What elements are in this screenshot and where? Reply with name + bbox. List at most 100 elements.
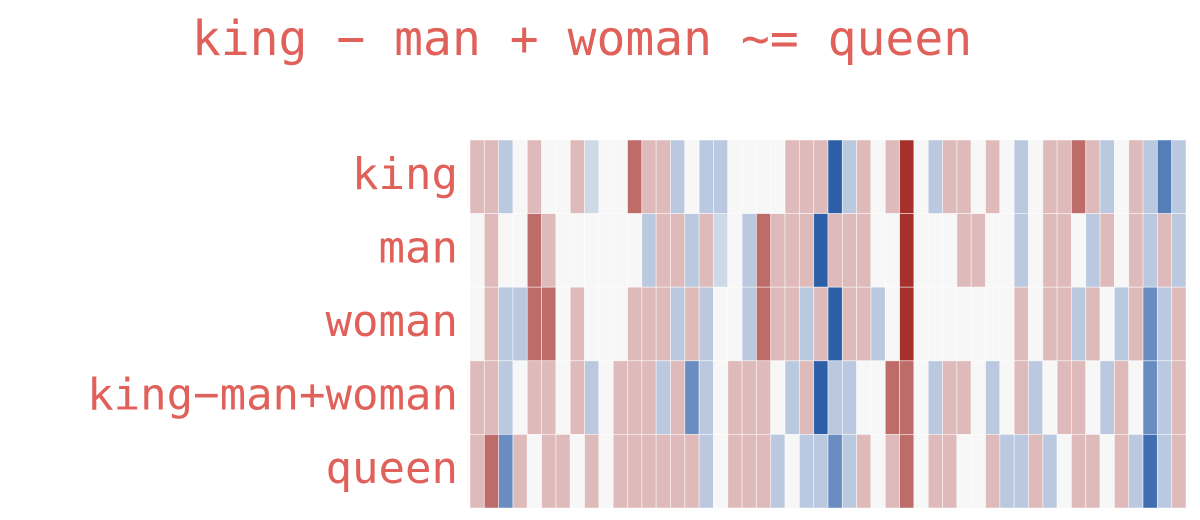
heat-cell [1142, 213, 1158, 288]
heat-cell [1013, 213, 1029, 288]
heat-cell [1085, 360, 1101, 435]
heat-cell [1142, 360, 1158, 435]
heat-cell [655, 286, 671, 362]
heat-cell [1156, 286, 1173, 362]
heat-cell [641, 139, 657, 214]
heat-cell [627, 433, 643, 509]
heat-cell [684, 213, 700, 288]
heat-cell [1056, 213, 1072, 288]
heat-cell [970, 433, 986, 509]
heat-cell [1071, 213, 1087, 288]
heat-cell [827, 139, 843, 214]
heat-cell [856, 139, 872, 214]
heat-cell [670, 213, 686, 288]
heat-cell [884, 139, 901, 214]
heat-cell [756, 433, 772, 509]
heat-cell [555, 360, 571, 435]
heat-cell [999, 139, 1015, 214]
heat-cell [827, 213, 843, 288]
heat-cell [713, 286, 729, 362]
heat-cell [942, 360, 958, 435]
heat-cell [784, 213, 800, 288]
heat-cell [1056, 433, 1072, 509]
heat-cell [756, 286, 772, 362]
heat-cell [1085, 433, 1101, 509]
heat-cell [913, 433, 929, 509]
heat-cell [483, 286, 500, 362]
heat-cell [1171, 360, 1187, 435]
heat-cell [1099, 360, 1115, 435]
heat-cell [1042, 433, 1058, 509]
heat-cell [641, 213, 657, 288]
heat-cell [727, 213, 743, 288]
heat-cell [1085, 139, 1101, 214]
heat-cell [899, 433, 915, 509]
heat-cell [655, 213, 671, 288]
heat-cell [584, 213, 600, 288]
heat-cell [770, 139, 786, 214]
heat-cell [1128, 286, 1144, 362]
heat-cell [627, 139, 643, 214]
heat-cell [813, 286, 829, 362]
heat-cell [913, 360, 929, 435]
heat-cell [927, 213, 943, 288]
heat-cell [1114, 213, 1130, 288]
heat-cell [999, 286, 1015, 362]
heat-cell [569, 286, 585, 362]
heat-cell [770, 360, 786, 435]
heat-cell [598, 433, 614, 509]
heat-cell [913, 139, 929, 214]
heat-cell [856, 213, 872, 288]
row-label: man [379, 222, 458, 273]
heat-cell [1071, 433, 1087, 509]
heat-cell [469, 139, 485, 214]
heat-cell [1099, 139, 1115, 214]
heat-cell [784, 139, 800, 214]
heat-cell [713, 213, 729, 288]
heat-cell [541, 139, 557, 214]
heat-cell [956, 286, 972, 362]
heat-cell [698, 433, 714, 509]
heat-cell [1156, 360, 1173, 435]
heat-cell [870, 433, 886, 509]
heat-cell [670, 360, 686, 435]
heat-cell [970, 286, 986, 362]
heat-cell [541, 433, 557, 509]
heat-cell [1042, 286, 1058, 362]
heat-cell [841, 433, 858, 509]
heat-cell [641, 286, 657, 362]
heat-cell [569, 139, 585, 214]
heat-cell [813, 213, 829, 288]
heat-cell [741, 139, 757, 214]
heat-cell [698, 286, 714, 362]
row-label: king−man+woman [87, 370, 458, 421]
heat-cell [698, 139, 714, 214]
heat-cell [612, 139, 628, 214]
heat-cell [956, 360, 972, 435]
heat-cell [498, 360, 514, 435]
heat-cell [526, 139, 543, 214]
heat-cell [1013, 286, 1029, 362]
heat-cell [713, 139, 729, 214]
heat-cell [555, 139, 571, 214]
heat-cell [1028, 139, 1044, 214]
heat-cell [569, 213, 585, 288]
heat-cell [942, 433, 958, 509]
heat-cell [956, 213, 972, 288]
heat-cell [483, 433, 500, 509]
heat-cell [1071, 286, 1087, 362]
heat-cell [512, 286, 528, 362]
heat-cell [1099, 213, 1115, 288]
heat-cell [956, 139, 972, 214]
heat-cell [741, 360, 757, 435]
heat-cell [856, 286, 872, 362]
heat-cell [670, 433, 686, 509]
heat-cell [741, 213, 757, 288]
heat-cell [1128, 433, 1144, 509]
heat-cell [899, 213, 915, 288]
heat-cell [999, 360, 1015, 435]
heat-cell [884, 286, 901, 362]
heat-cell [798, 286, 815, 362]
heat-cell [584, 433, 600, 509]
heat-cell [641, 433, 657, 509]
